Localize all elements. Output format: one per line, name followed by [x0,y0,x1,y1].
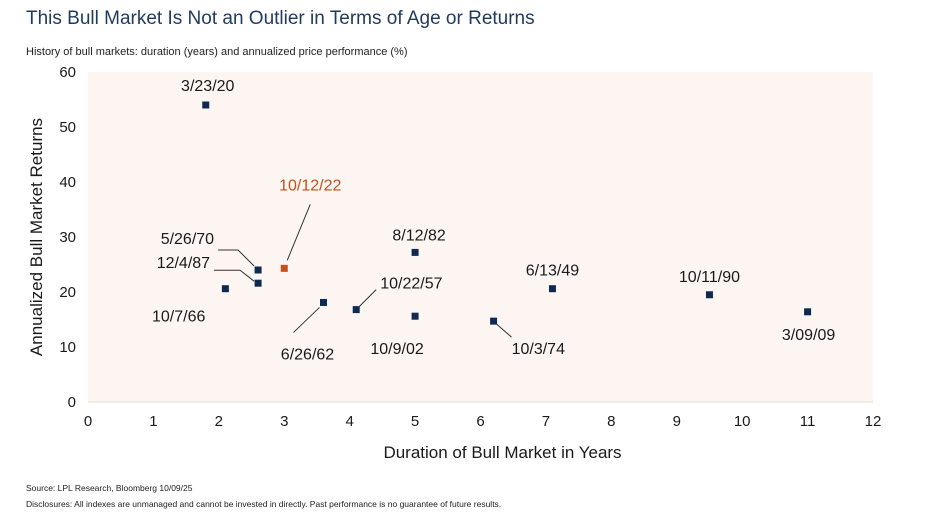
x-tick-label: 12 [865,413,882,430]
leader-line [214,269,255,282]
y-tick-label: 50 [59,119,76,136]
data-point [804,308,812,316]
x-tick-label: 4 [345,413,353,430]
point-label: 6/26/62 [281,346,334,363]
data-point [705,291,713,299]
data-point [411,312,419,320]
y-tick-label: 10 [59,339,76,356]
plot-area [88,72,873,402]
y-tick-label: 40 [59,174,76,191]
x-tick-label: 9 [673,413,681,430]
leader-line [293,307,320,333]
leader-line [286,204,311,261]
data-point [320,298,327,306]
leader-line [218,249,255,267]
x-tick-label: 0 [84,413,92,430]
x-tick-label: 8 [607,413,615,430]
data-point [254,279,262,287]
x-tick-label: 7 [542,413,550,430]
point-label: 10/9/02 [370,341,423,358]
point-label: 3/23/20 [181,78,234,95]
data-point [202,101,210,109]
x-tick-label: 11 [800,413,816,430]
point-labels: 3/23/20 10/12/22 5/26/70 12/4/87 10/7/66 6/26… [152,78,835,363]
data-point [221,285,229,293]
x-tick-label: 6 [476,413,484,430]
data-point [490,317,498,325]
point-label: 10/3/74 [512,341,565,358]
data-point [280,264,288,272]
point-label: 10/7/66 [152,309,205,326]
y-tick-label: 30 [59,229,76,246]
y-axis-label: Annualized Bull Market Returns [27,118,46,356]
y-tick-label: 0 [68,394,76,411]
point-label: 3/09/09 [782,327,835,344]
point-label: 8/12/82 [392,227,445,244]
chart-title: This Bull Market Is Not an Outlier in Te… [26,8,535,29]
point-label: 10/22/57 [380,276,442,293]
disclosures-note: Disclosures: All indexes are unmanaged a… [26,499,502,509]
x-tick-label: 3 [280,413,288,430]
data-point [411,248,419,256]
x-tick-label: 1 [149,413,157,430]
data-point [548,285,556,293]
data-points [202,101,812,325]
y-tick-label: 60 [59,64,76,81]
x-tick-label: 2 [215,413,223,430]
x-tick-label: 5 [411,413,419,430]
point-label: 6/13/49 [526,263,579,280]
point-label: 10/12/22 [279,177,341,194]
chart-subtitle: History of bull markets: duration (years… [26,46,408,58]
leader-line [496,323,512,338]
x-axis-label: Duration of Bull Market in Years [383,443,621,462]
source-note: Source: LPL Research, Bloomberg 10/09/25 [26,483,193,493]
y-tick-label: 20 [59,284,76,301]
data-point [352,306,360,314]
point-label: 10/11/90 [679,269,740,286]
leader-line [358,289,377,307]
point-label: 5/26/70 [161,231,214,248]
leader-lines [214,204,512,338]
point-label: 12/4/87 [157,255,210,272]
x-tick-label: 10 [734,413,751,430]
data-point [254,266,262,274]
